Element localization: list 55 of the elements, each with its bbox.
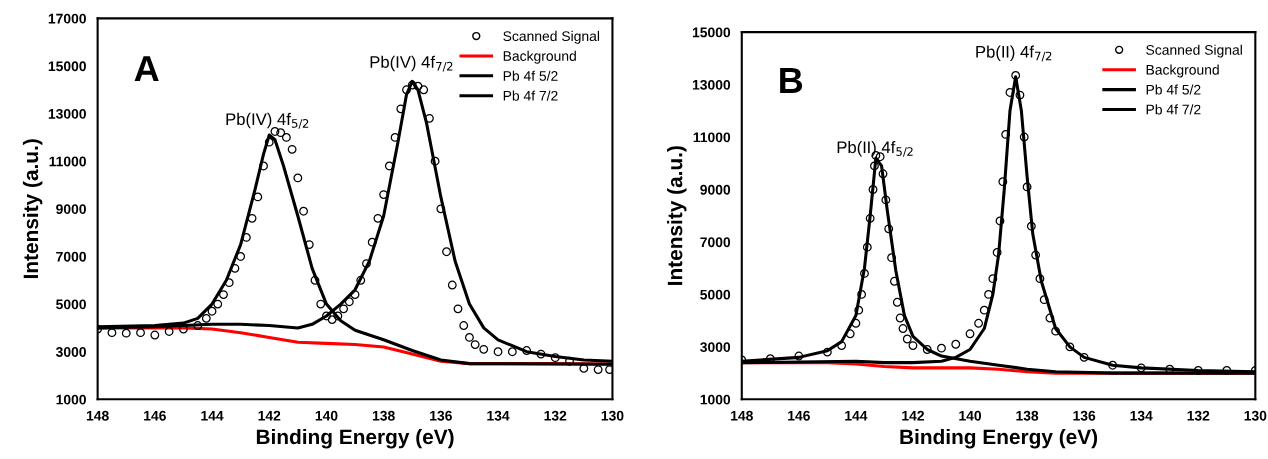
- y-tick-label: 5000: [56, 299, 86, 310]
- annotation: B: [780, 68, 803, 93]
- y-tick-label: 13000: [692, 79, 731, 90]
- x-tick-label: 142: [258, 410, 281, 421]
- x-tick-label: 130: [1244, 410, 1267, 421]
- x-tick-label: 132: [1187, 410, 1210, 421]
- x-tick-label: 144: [201, 410, 224, 421]
- annotation: Pb(II) 4f$_{5/2}$: [837, 140, 913, 157]
- legend-label: Pb 4f 5/2: [503, 70, 558, 81]
- x-tick-label: 146: [788, 410, 810, 421]
- y-tick-label: 3000: [55, 347, 86, 357]
- y-tick-label: 11000: [49, 156, 86, 167]
- y-tick-label: 9000: [700, 184, 731, 195]
- y-tick-label: 15000: [48, 61, 86, 72]
- y-axis-title: Intensity (a.u.): [667, 146, 687, 285]
- y-axis-title: Intensity (a.u.): [22, 139, 43, 279]
- x-tick-label: 130: [601, 410, 624, 421]
- x-tick-label: 136: [1073, 410, 1096, 421]
- y-tick-label: 15000: [692, 27, 731, 38]
- x-tick-label: 144: [845, 410, 868, 421]
- x-tick-label: 140: [959, 410, 982, 421]
- legend-label: Pb 4f 7/2: [503, 90, 558, 101]
- legend-label: Background: [1146, 64, 1219, 78]
- y-tick-label: 17000: [48, 13, 86, 24]
- x-tick-label: 148: [731, 410, 753, 421]
- y-tick-label: 7000: [56, 251, 86, 262]
- x-tick-label: 138: [372, 410, 395, 421]
- x-axis-title: Binding Energy (eV): [256, 428, 454, 449]
- y-tick-label: 13000: [48, 108, 86, 119]
- annotation: Pb(IV) 4f$_{7/2}$: [370, 55, 453, 72]
- legend-label: Scanned Signal: [503, 30, 600, 44]
- legend-label: Pb 4f 5/2: [1146, 84, 1201, 95]
- y-tick-label: 5000: [700, 289, 731, 300]
- y-tick-label: 7000: [700, 237, 731, 248]
- annotation: A: [134, 56, 159, 82]
- x-tick-label: 138: [1016, 410, 1039, 421]
- y-tick-label: 9000: [56, 204, 86, 215]
- legend-label: Background: [503, 50, 576, 64]
- x-tick-label: 136: [430, 410, 452, 421]
- x-axis-title: Binding Energy (eV): [900, 428, 1098, 449]
- x-tick-label: 132: [544, 410, 567, 421]
- annotation: Pb(II) 4f$_{7/2}$: [976, 45, 1052, 62]
- annotation: Pb(IV) 4f$_{5/2}$: [226, 112, 309, 129]
- x-tick-label: 146: [144, 410, 166, 421]
- x-tick-label: 134: [487, 410, 510, 421]
- y-tick-label: 3000: [700, 342, 731, 353]
- x-tick-label: 142: [902, 410, 924, 421]
- x-tick-label: 134: [1130, 410, 1153, 421]
- y-tick-label: 1000: [56, 394, 86, 405]
- legend-label: Scanned Signal: [1146, 44, 1242, 58]
- legend-label: Pb 4f 7/2: [1146, 104, 1201, 115]
- y-tick-label: 1000: [700, 394, 731, 405]
- x-tick-label: 148: [86, 410, 109, 421]
- y-tick-label: 11000: [693, 132, 731, 143]
- x-tick-label: 140: [315, 410, 338, 421]
